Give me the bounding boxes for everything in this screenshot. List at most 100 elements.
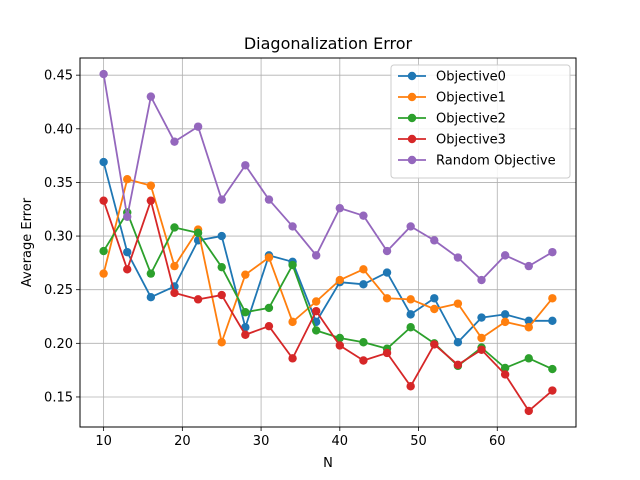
data-point (359, 280, 368, 289)
y-tick-label: 0.35 (44, 176, 73, 191)
data-point (99, 269, 108, 278)
data-point (217, 262, 226, 272)
legend-item: Objective1 (398, 91, 506, 106)
data-point (500, 370, 510, 379)
data-point (241, 323, 250, 332)
x-axis-ticks: 10 20 30 40 50 60 (95, 427, 506, 449)
data-point (264, 195, 274, 204)
data-point (477, 313, 486, 322)
data-point (241, 308, 250, 317)
series-line (102, 73, 553, 281)
legend-item: Objective2 (398, 112, 506, 127)
legend-marker (407, 134, 417, 144)
data-point (548, 364, 557, 374)
data-point (217, 231, 226, 241)
data-point (146, 293, 156, 302)
y-tick-label: 0.15 (44, 390, 73, 405)
data-point (241, 330, 250, 339)
data-point (453, 360, 463, 369)
legend: Objective0 Objective1 Objective2 Objective3… (390, 64, 571, 179)
data-point (99, 196, 108, 205)
data-point (146, 92, 156, 101)
data-point (193, 228, 203, 238)
y-tick-label: 0.30 (44, 230, 73, 245)
data-point (382, 294, 392, 303)
data-point (335, 275, 345, 285)
data-point (311, 326, 321, 335)
data-point (477, 345, 486, 354)
legend-label: Objective1 (436, 91, 506, 106)
legend-label: Objective0 (436, 70, 506, 85)
data-point (311, 306, 321, 316)
data-point (146, 181, 156, 190)
data-point (359, 265, 368, 274)
x-tick-label: 10 (95, 434, 112, 449)
legend-label: Objective2 (436, 112, 506, 127)
legend-marker (407, 71, 417, 81)
data-point (217, 195, 226, 204)
data-point (99, 246, 108, 256)
data-point (264, 253, 274, 262)
data-point (524, 406, 533, 416)
series-line (102, 161, 553, 344)
x-tick-label: 50 (410, 434, 427, 449)
y-axis-ticks: 0.15 0.20 0.25 0.30 0.35 0.40 0.45 (44, 69, 80, 405)
legend-item: Random Objective (398, 154, 556, 169)
data-point (264, 321, 274, 331)
data-point (335, 203, 345, 213)
series-random-objective (99, 69, 557, 285)
data-point (548, 316, 557, 326)
series-objective1 (99, 175, 557, 347)
legend-marker (407, 92, 417, 102)
data-point (241, 161, 250, 170)
x-axis-label: N (323, 456, 333, 471)
legend-marker (407, 155, 417, 165)
legend-item: Objective0 (398, 70, 506, 85)
data-point (430, 304, 439, 314)
data-point (548, 294, 557, 303)
data-point (170, 137, 179, 146)
series-line (102, 178, 554, 344)
data-point (453, 299, 463, 308)
data-point (335, 341, 345, 350)
data-point (193, 295, 203, 304)
data-point (335, 333, 345, 343)
data-point (500, 310, 510, 319)
x-tick-label: 30 (253, 434, 270, 449)
data-point (170, 288, 179, 298)
data-point (524, 354, 533, 363)
data-point (193, 122, 203, 131)
legend-label: Random Objective (436, 154, 556, 169)
data-point (217, 290, 226, 300)
data-point (453, 253, 463, 262)
data-point (500, 363, 510, 373)
x-tick-label: 40 (332, 434, 349, 449)
data-point (123, 212, 132, 221)
data-point (241, 270, 250, 279)
y-axis-label: Average Error (20, 197, 35, 287)
data-point (146, 269, 156, 278)
data-point (406, 382, 415, 391)
data-point (382, 348, 392, 358)
y-tick-label: 0.45 (44, 69, 73, 84)
data-point (406, 323, 415, 332)
data-point (288, 222, 297, 231)
data-point (430, 294, 439, 303)
data-point (548, 386, 557, 395)
data-point (548, 247, 557, 257)
series-layer (99, 69, 557, 416)
data-point (359, 211, 368, 220)
legend-box (390, 64, 571, 179)
data-point (170, 261, 179, 271)
legend-item: Objective3 (398, 133, 506, 148)
legend-marker (407, 113, 417, 123)
data-point (123, 247, 132, 257)
data-point (453, 338, 463, 347)
y-tick-label: 0.25 (44, 283, 73, 298)
data-point (99, 157, 108, 167)
data-point (123, 175, 132, 184)
series-objective3 (99, 196, 557, 416)
data-point (524, 323, 533, 332)
data-point (477, 275, 486, 285)
